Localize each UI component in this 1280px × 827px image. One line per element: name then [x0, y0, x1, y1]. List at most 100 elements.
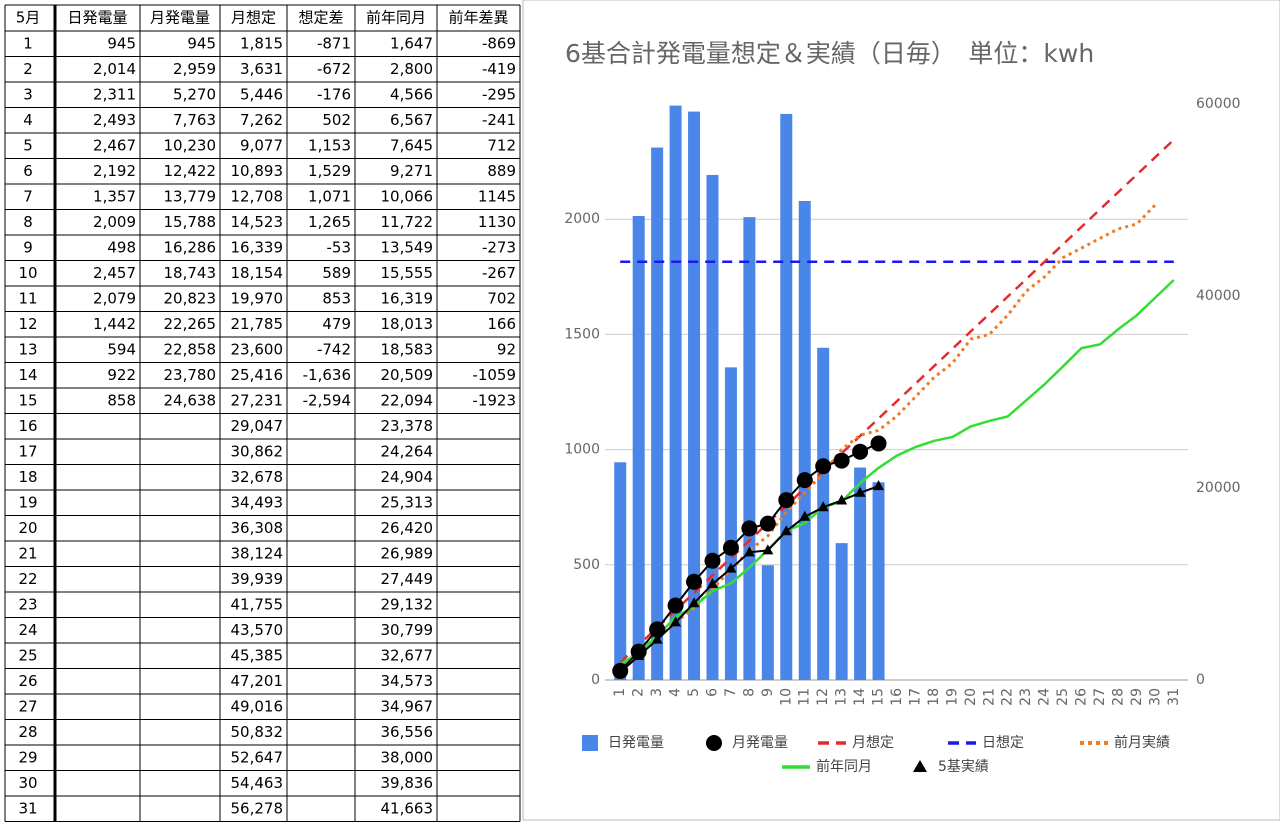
- cell: -1923: [472, 391, 516, 409]
- row-label: 9: [23, 238, 33, 256]
- marker: [870, 435, 887, 452]
- y-tick-label: 500: [573, 557, 600, 573]
- cell: 1145: [478, 187, 516, 205]
- cell: 9,271: [390, 162, 433, 180]
- row-label: 20: [18, 519, 37, 537]
- cell: 2,311: [93, 85, 136, 103]
- cell: -273: [482, 238, 516, 256]
- marker: [836, 494, 848, 505]
- cell: 20,509: [381, 366, 434, 384]
- bar: [632, 215, 645, 680]
- row-label: 4: [23, 111, 33, 129]
- cell: -672: [317, 60, 351, 78]
- cell: 889: [487, 162, 516, 180]
- marker: [796, 472, 813, 489]
- legend-swatch: [913, 760, 927, 772]
- cell: 54,463: [231, 774, 284, 792]
- row-label: 29: [18, 748, 37, 766]
- series-line: [619, 279, 1175, 666]
- cell: 22,858: [164, 340, 217, 358]
- cell: 20,823: [164, 289, 217, 307]
- legend-swatch: [706, 735, 722, 751]
- marker: [833, 452, 850, 469]
- marker: [722, 539, 739, 556]
- marker: [852, 443, 869, 460]
- marker: [670, 616, 682, 627]
- y-tick-label: 0: [591, 672, 600, 688]
- row-label: 31: [18, 799, 37, 817]
- cell: 13,549: [381, 238, 434, 256]
- bar: [872, 482, 885, 680]
- marker: [759, 515, 776, 532]
- cell: 589: [322, 264, 351, 282]
- row-label: 6: [23, 162, 33, 180]
- cell: 56,278: [231, 799, 284, 817]
- cell: 24,264: [381, 442, 434, 460]
- cell: 23,780: [164, 366, 217, 384]
- cell: 6,567: [390, 111, 433, 129]
- cell: -295: [482, 85, 516, 103]
- cell: 5,446: [240, 85, 283, 103]
- cell: 30,862: [231, 442, 284, 460]
- cell: -419: [482, 60, 516, 78]
- row-label: 30: [18, 774, 37, 792]
- cell: 25,313: [381, 493, 434, 511]
- cell: 49,016: [231, 697, 284, 715]
- marker: [633, 650, 645, 660]
- row-label: 5: [23, 136, 33, 154]
- bar: [761, 565, 774, 680]
- cell: 1,815: [240, 34, 283, 52]
- cell: 7,763: [173, 111, 216, 129]
- row-label: 1: [23, 34, 33, 52]
- cell: 47,201: [231, 672, 284, 690]
- cell: 1,357: [93, 187, 136, 205]
- header-cell: 前年同月: [366, 9, 426, 27]
- cell: 166: [487, 315, 516, 333]
- cell: 858: [107, 391, 136, 409]
- chart-title: 6基合計発電量想定＆実績（日毎） 単位：kwh: [565, 39, 1094, 68]
- bar: [780, 113, 793, 680]
- marker: [854, 486, 866, 497]
- row-label: 22: [18, 570, 37, 588]
- cell: 92: [497, 340, 516, 358]
- y-tick-label: 1500: [564, 326, 600, 342]
- row-label: 8: [23, 213, 33, 231]
- cell: 41,663: [381, 799, 434, 817]
- marker: [667, 597, 684, 614]
- cell: 34,573: [381, 672, 434, 690]
- legend-label: 日発電量: [608, 735, 664, 751]
- x-tick-label: 25: [1055, 688, 1071, 706]
- cell: 36,556: [381, 723, 434, 741]
- cell: -1,636: [303, 366, 351, 384]
- cell: 32,677: [381, 646, 434, 664]
- cell: 27,231: [231, 391, 284, 409]
- cell: 22,094: [381, 391, 434, 409]
- marker: [741, 520, 758, 537]
- x-tick-label: 28: [1110, 688, 1126, 706]
- x-tick-label: 2: [631, 688, 647, 697]
- cell: 2,467: [93, 136, 136, 154]
- header-cell: 5月: [16, 9, 41, 27]
- cell: -869: [482, 34, 516, 52]
- cell: -53: [327, 238, 352, 256]
- y2-tick-label: 40000: [1196, 288, 1241, 304]
- y2-tick-label: 0: [1196, 672, 1205, 688]
- cell: 16,319: [381, 289, 434, 307]
- cell: 36,308: [231, 519, 284, 537]
- cell: 26,989: [381, 544, 434, 562]
- cell: 10,893: [231, 162, 284, 180]
- cell: 14,523: [231, 213, 284, 231]
- cell: 9,077: [240, 136, 283, 154]
- row-label: 18: [18, 468, 37, 486]
- cell: 5,270: [173, 85, 216, 103]
- cell: 19,970: [231, 289, 284, 307]
- marker: [780, 525, 792, 536]
- marker: [651, 633, 663, 644]
- cell: 1,153: [308, 136, 351, 154]
- cell: 502: [322, 111, 351, 129]
- cell: 16,339: [231, 238, 284, 256]
- bar: [669, 105, 682, 681]
- cell: 10,066: [381, 187, 434, 205]
- cell: 2,009: [93, 213, 136, 231]
- bar: [688, 111, 701, 680]
